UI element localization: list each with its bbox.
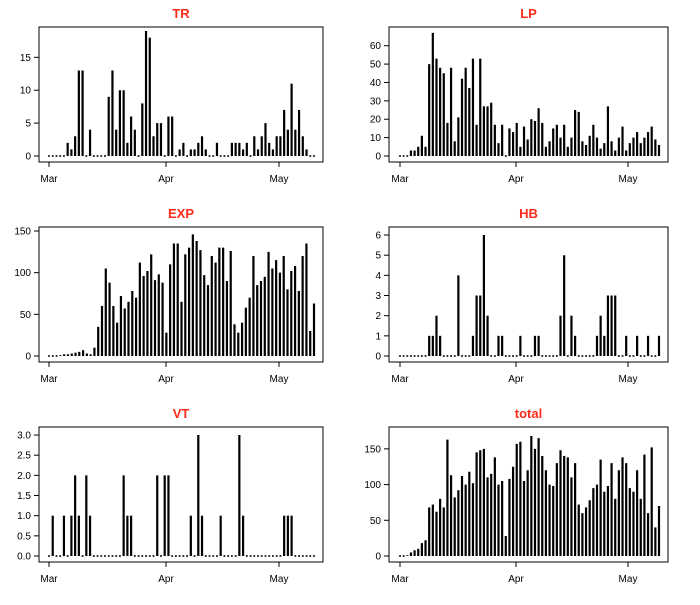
y-tick-label: 5 [375,251,381,262]
panel-total: total 0 50 100 150 Mar Apr May [364,406,669,585]
plot-frame [388,426,669,563]
y-tick-label: 50 [20,310,32,321]
y-tick-label: 100 [14,268,31,279]
y-tick-label: 40 [370,78,382,89]
y-tick-label: 50 [370,516,382,527]
y-tick-label: 50 [370,60,382,71]
plot-frame [38,426,324,563]
x-tick-label: Mar [40,574,58,585]
x-tick-label: Mar [391,574,409,585]
y-tick-label: 4 [375,271,381,282]
y-tick-label: 2.5 [17,451,31,462]
x-tick-label: Apr [158,574,174,585]
x-tick-label: Apr [158,374,174,385]
x-tick-label: Apr [508,174,524,185]
panel-lp: LP 0 10 20 30 40 50 60 Mar Apr May [370,6,669,185]
y-tick-label: 1.5 [17,491,31,502]
x-tick-label: May [619,374,638,385]
y-tick-label: 0.5 [17,531,31,542]
chart-title: VT [173,406,190,421]
plot-frame [388,26,669,163]
y-tick-label: 30 [370,96,382,107]
plot-frame [388,226,669,363]
panel-tr: TR 0 5 10 15 Mar Apr May [20,6,324,185]
y-tick-label: 1.0 [17,511,31,522]
y-tick-label: 150 [14,227,31,238]
y-tick-label: 0 [25,152,31,163]
x-tick-label: Mar [40,174,58,185]
x-tick-label: May [619,174,638,185]
chart-title: HB [519,206,538,221]
x-tick-label: Apr [158,174,174,185]
chart-title: total [515,406,542,421]
chart-title: TR [172,6,190,21]
x-tick-label: May [270,574,289,585]
panel-exp: EXP 0 50 100 150 Mar Apr May [14,206,324,385]
chart-title: LP [520,6,537,21]
x-tick-label: May [270,174,289,185]
x-tick-label: May [270,374,289,385]
y-tick-label: 6 [375,231,381,242]
y-tick-label: 2.0 [17,471,31,482]
x-tick-label: Mar [40,374,58,385]
chart-title: EXP [168,206,194,221]
panel-vt: VT 0.0 0.5 1.0 1.5 2.0 2.5 3.0 Mar Apr May [17,406,324,585]
panel-hb: HB 0 1 2 3 4 5 6 Mar Apr May [375,206,669,385]
y-tick-label: 0 [375,552,381,563]
x-tick-label: May [619,574,638,585]
y-tick-label: 100 [364,480,381,491]
y-tick-label: 0 [25,352,31,363]
x-tick-label: Mar [391,174,409,185]
plot-frame [38,226,324,363]
y-tick-label: 60 [370,41,382,52]
y-tick-label: 0 [375,152,381,163]
x-tick-label: Apr [508,374,524,385]
y-tick-label: 5 [25,119,31,130]
y-tick-label: 0.0 [17,552,31,563]
x-tick-label: Mar [391,374,409,385]
y-tick-label: 2 [375,311,381,322]
y-tick-label: 0 [375,352,381,363]
plot-frame [38,26,324,163]
y-tick-label: 10 [20,86,32,97]
y-tick-label: 150 [364,444,381,455]
y-tick-label: 1 [375,331,381,342]
x-tick-label: Apr [508,574,524,585]
y-tick-label: 15 [20,53,32,64]
y-tick-label: 20 [370,115,382,126]
y-tick-label: 3 [375,291,381,302]
y-tick-label: 10 [370,133,382,144]
y-tick-label: 3.0 [17,431,31,442]
